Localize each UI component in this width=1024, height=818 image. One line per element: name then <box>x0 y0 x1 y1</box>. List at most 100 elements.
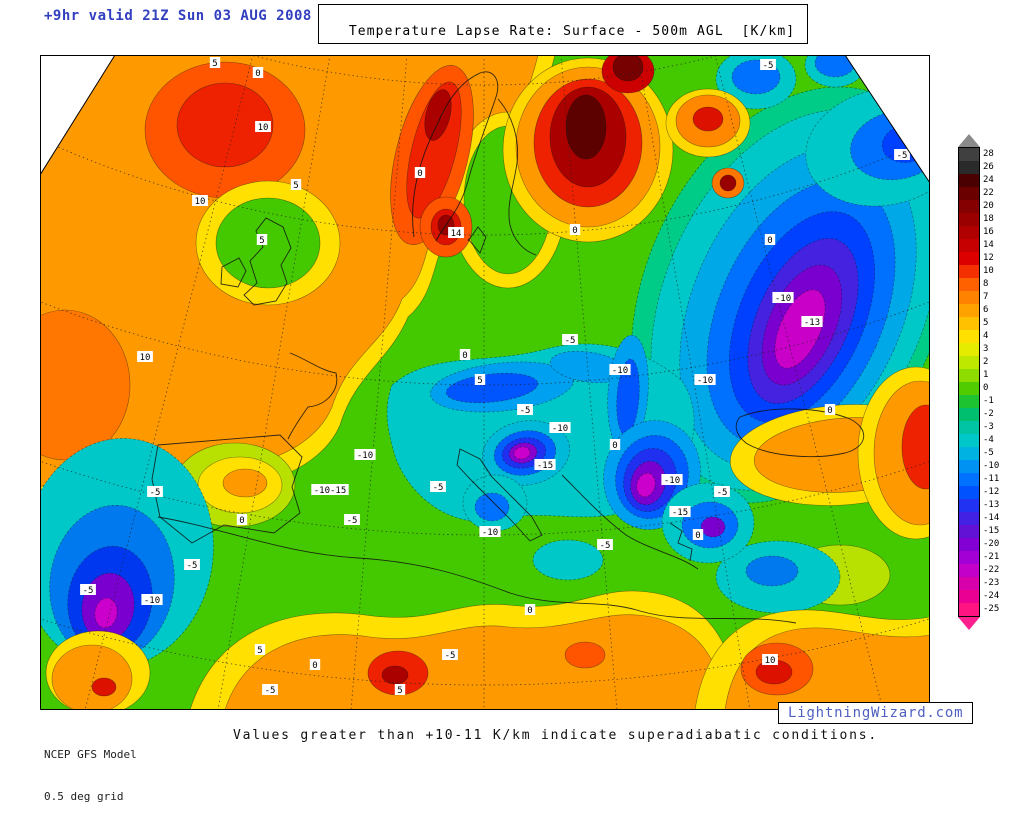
contour-label-box <box>714 486 730 497</box>
colorbar-segment <box>959 330 979 343</box>
contour-label: 10 <box>140 353 151 363</box>
contour-label-box <box>762 654 778 665</box>
colorbar-segment <box>959 239 979 252</box>
colorbar-tick-label: 3 <box>983 344 989 354</box>
colorbar-tick-label: -25 <box>983 604 1000 614</box>
colorbar-segment <box>959 551 979 564</box>
contour-label: -5 <box>717 488 728 498</box>
contour-label-box <box>474 374 486 385</box>
weather-map: 5 0 -5 10 -5 5 10 0 14 5 0 0 -10 -13 10 -5 0 -10 -10 5 -5 0 -1… <box>40 55 930 710</box>
colorbar-tick-label: -22 <box>983 565 1000 575</box>
colorbar-tick-label: 24 <box>983 175 994 185</box>
contour-label-box <box>479 526 501 537</box>
colorbar-segment <box>959 304 979 317</box>
contour-label-box <box>262 684 278 695</box>
colorbar-tick-label: 10 <box>983 266 994 276</box>
colorbar-segment <box>959 486 979 499</box>
contour-label-box <box>534 459 556 470</box>
contour-label: -10 <box>697 376 713 386</box>
credit-text: LightningWizard.com <box>788 705 964 721</box>
contour-label-box <box>569 224 581 235</box>
colorbar-segment <box>959 590 979 603</box>
contour-label-box <box>394 684 406 695</box>
contour-label-box <box>147 486 163 497</box>
contour-label: -5 <box>520 406 531 416</box>
colorbar-segment <box>959 564 979 577</box>
contour-label-box <box>764 234 776 245</box>
contour-label: -10 <box>612 366 628 376</box>
contour-label-box <box>141 594 163 605</box>
colorbar-segment <box>959 369 979 382</box>
contour-label-box <box>430 481 446 492</box>
contour-label: -5 <box>433 483 444 493</box>
colorbar-segment <box>959 603 979 616</box>
colorbar-tick-label: 12 <box>983 253 994 263</box>
colorbar-segment <box>959 421 979 434</box>
colorbar-segment <box>959 200 979 213</box>
contour-label-box <box>694 374 716 385</box>
page-title: Temperature Lapse Rate: Surface - 500m A… <box>348 24 796 39</box>
contour-label: 5 <box>257 646 262 656</box>
contour-label: -10 <box>357 451 373 461</box>
contour-label: -10 <box>775 294 791 304</box>
colorbar-tick-label: -21 <box>983 552 1000 562</box>
colorbar-segment <box>959 278 979 291</box>
contour-label-box <box>414 167 426 178</box>
superadiabatic-note: Values greater than +10-11 K/km indicate… <box>233 728 878 743</box>
colorbar-tick-label: 1 <box>983 370 989 380</box>
contour-label: 10 <box>195 197 206 207</box>
contour-label: 5 <box>397 686 402 696</box>
colorbar-segment <box>959 226 979 239</box>
colorbar-tick-label: -14 <box>983 513 1000 523</box>
contour-label-box <box>597 539 613 550</box>
contour-label: 5 <box>212 59 217 69</box>
colorbar-tick-label: 6 <box>983 305 989 315</box>
colorbar-tick-label: -10 <box>983 461 1000 471</box>
map-frame <box>40 55 930 710</box>
contour-label: 0 <box>827 406 832 416</box>
colorbar-segment <box>959 512 979 525</box>
contour-label: 0 <box>462 351 467 361</box>
contour-label: 5 <box>293 181 298 191</box>
colorbar-tick-label: -3 <box>983 422 994 432</box>
contour-label-box <box>309 659 321 670</box>
credit-link[interactable]: LightningWizard.com <box>778 702 974 724</box>
contour-label: 0 <box>417 169 422 179</box>
colorbar-segment <box>959 213 979 226</box>
contour-label-box <box>311 484 349 495</box>
contour-label-box <box>236 514 248 525</box>
colorbar-tick-label: 26 <box>983 162 994 172</box>
colorbar-segment <box>959 174 979 187</box>
colorbar-tick-label: 5 <box>983 318 989 328</box>
contour-label: 0 <box>239 516 244 526</box>
contour-label-box <box>209 57 221 68</box>
contour-label: -10 <box>664 476 680 486</box>
contour-label: -10 <box>552 424 568 434</box>
colorbar-segment <box>959 577 979 590</box>
colorbar-segment <box>959 265 979 278</box>
coastlines <box>151 71 865 624</box>
contour-label-box <box>80 584 96 595</box>
contour-label-box <box>184 559 200 570</box>
colorbar-tick-label: 4 <box>983 331 989 341</box>
colorbar-up-arrow-icon <box>958 134 980 147</box>
colorbar-tick-label: -11 <box>983 474 1000 484</box>
colorbar-tick-label: 22 <box>983 188 994 198</box>
contour-label-box <box>562 334 578 345</box>
run-header: +9hr valid 21Z Sun 03 AUG 2008 <box>44 8 312 24</box>
map-title-box: Temperature Lapse Rate: Surface - 500m A… <box>318 4 809 44</box>
contour-label-box <box>669 506 691 517</box>
colorbar-down-arrow-icon <box>958 617 980 630</box>
colorbar-swatches <box>958 147 980 617</box>
colorbar-tick-label: 20 <box>983 201 994 211</box>
contour-label: 10 <box>765 656 776 666</box>
contour-label: -10 <box>482 528 498 538</box>
colorbar-segment <box>959 161 979 174</box>
colorbar-segment <box>959 187 979 200</box>
colorbar-tick-label: 16 <box>983 227 994 237</box>
contour-label: -5 <box>187 561 198 571</box>
contour-label: 5 <box>477 376 482 386</box>
colorbar-segment <box>959 382 979 395</box>
contour-label: 0 <box>527 606 532 616</box>
contour-label: 14 <box>451 229 462 239</box>
